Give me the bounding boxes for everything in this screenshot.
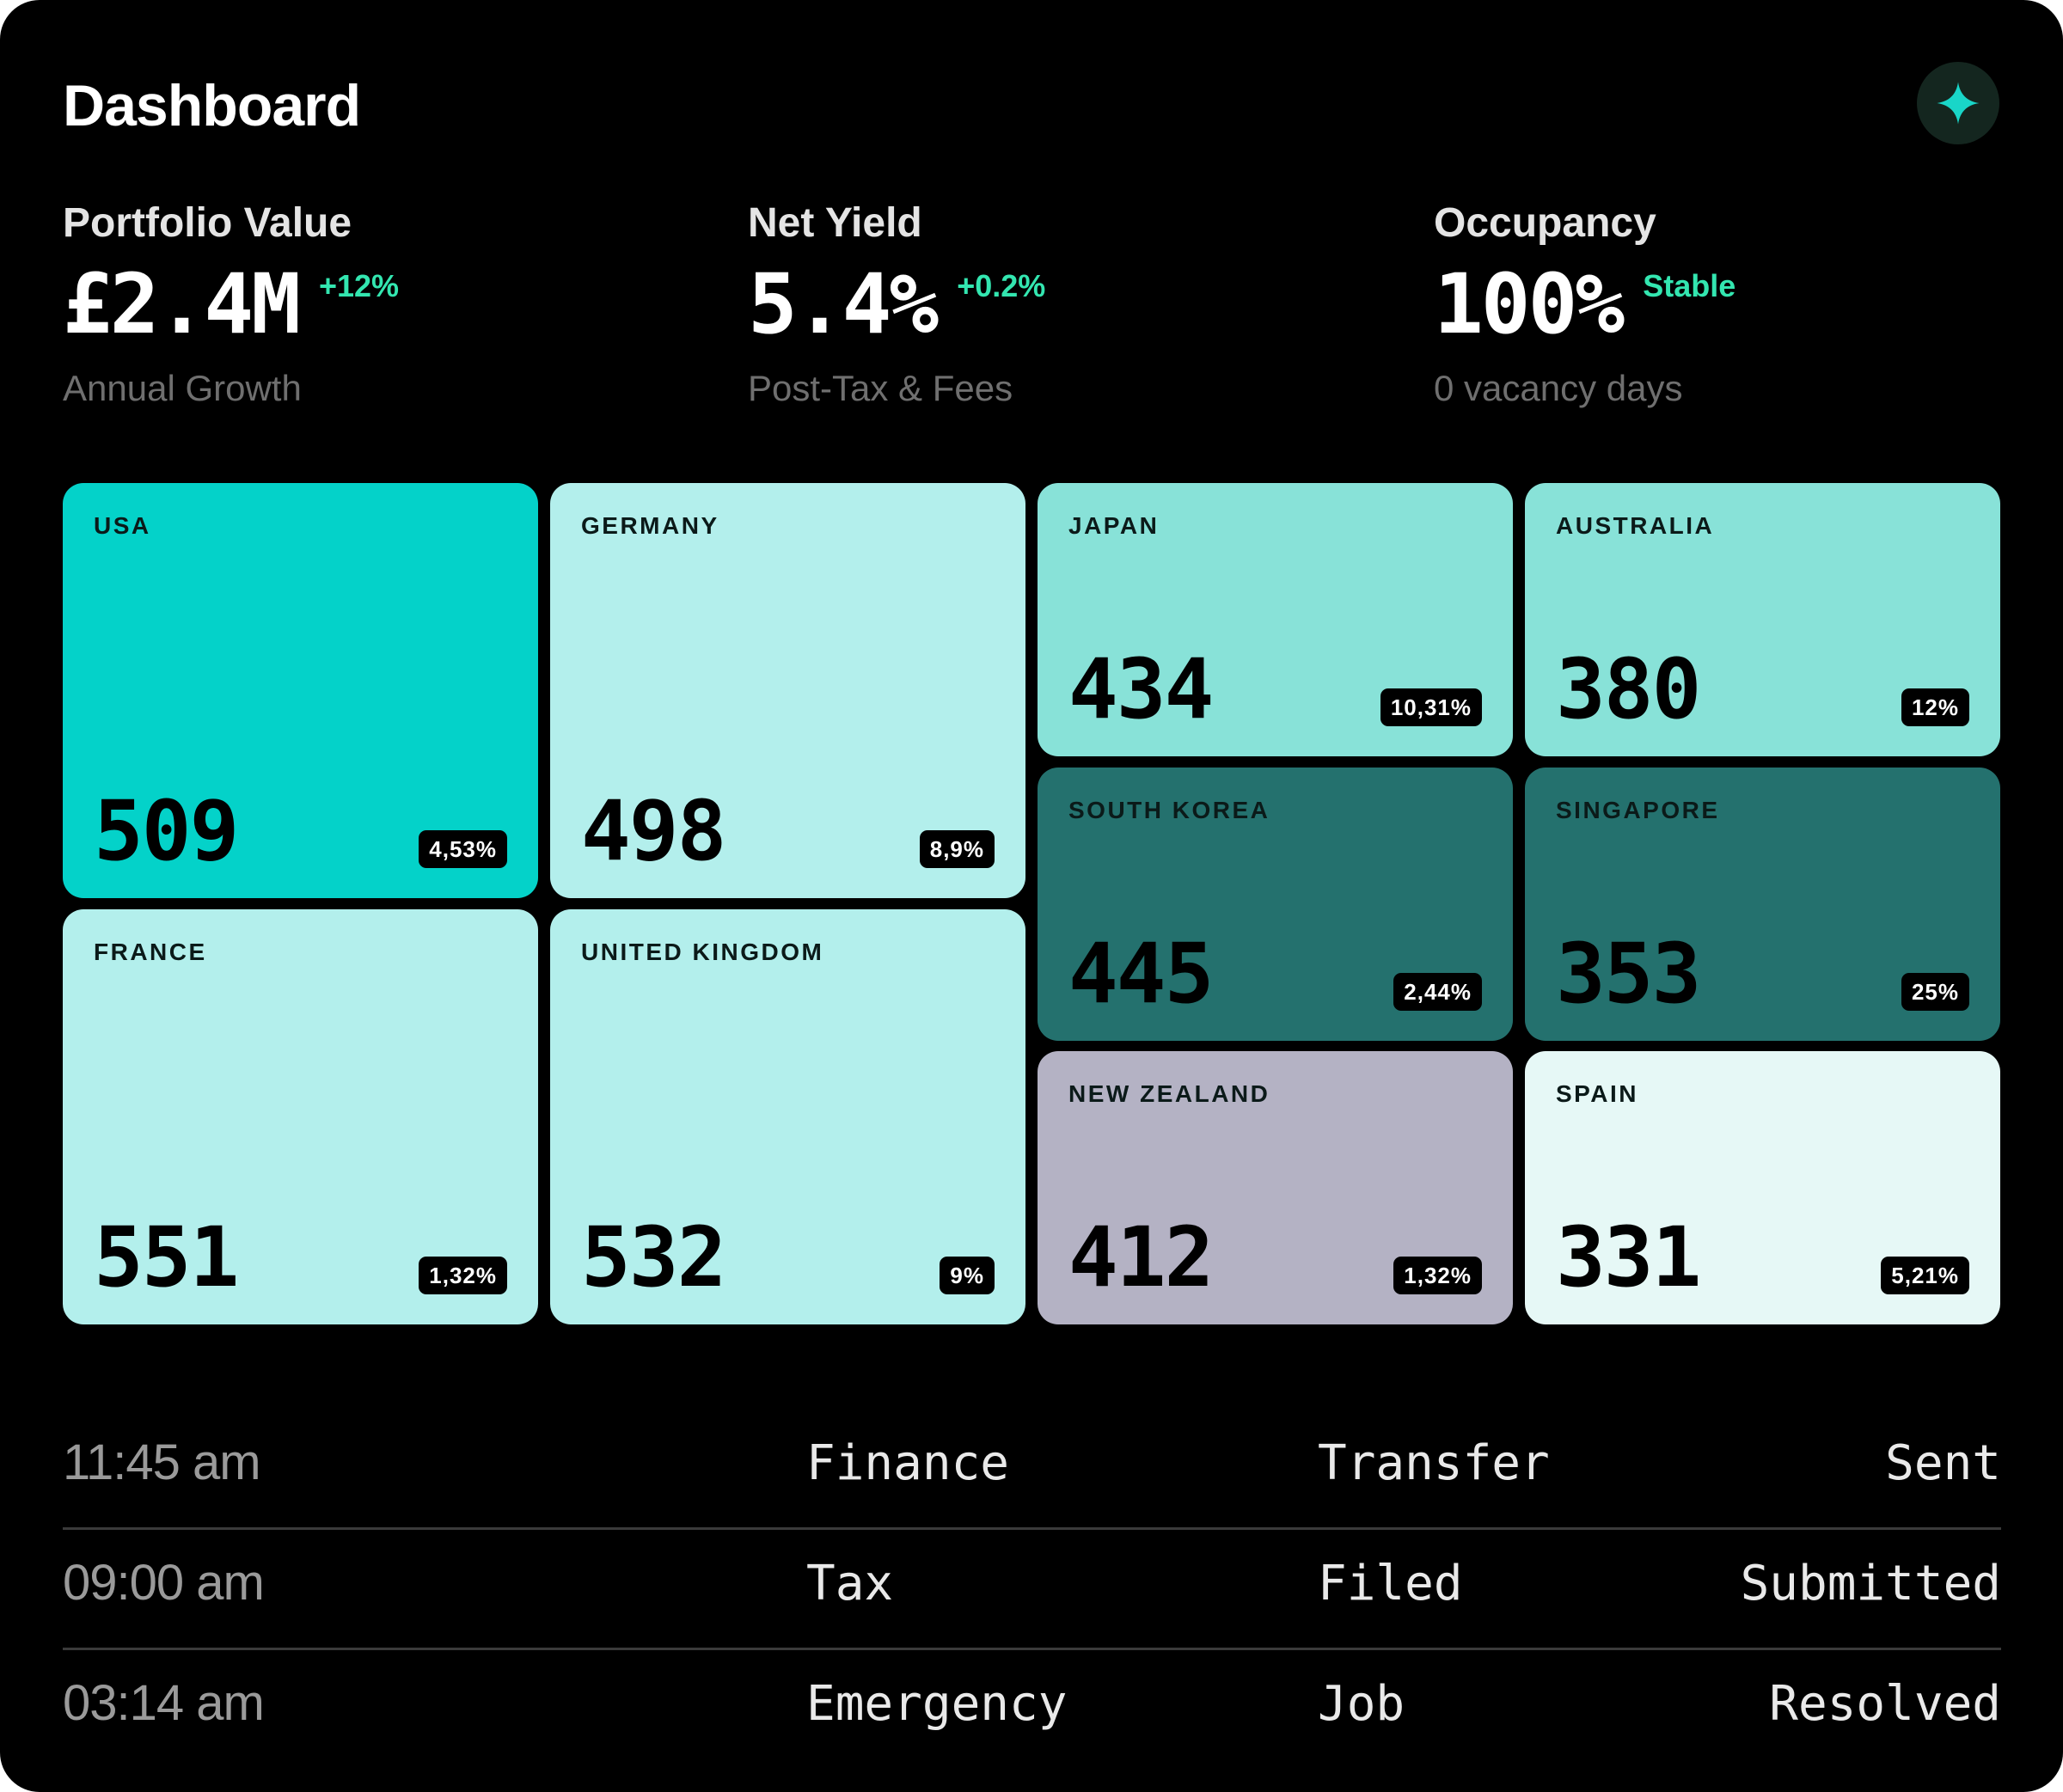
log-department: Emergency <box>806 1676 1068 1732</box>
share-badge: 2,44% <box>1393 973 1482 1011</box>
country-name: SPAIN <box>1556 1080 1638 1107</box>
share-badge: 8,9% <box>919 830 995 868</box>
log-department: Finance <box>806 1435 1010 1491</box>
log-status: Submitted <box>1740 1556 2001 1612</box>
stat-portfolio-value: Portfolio Value £2.4M +12% Annual Growth <box>63 198 664 412</box>
country-name: GERMANY <box>581 512 719 539</box>
stat-label: Occupancy <box>1434 200 1656 246</box>
stat-occupancy: Occupancy 100% Stable 0 vacancy days <box>1434 198 2035 412</box>
country-value: 445 <box>1068 926 1214 1022</box>
stat-subtitle: 0 vacancy days <box>1434 368 1683 408</box>
country-name: SOUTH KOREA <box>1068 797 1270 823</box>
log-action: Transfer <box>1318 1435 1550 1491</box>
log-time: 11:45 am <box>63 1434 261 1490</box>
stat-delta: Stable <box>1643 268 1736 303</box>
country-value: 532 <box>581 1209 726 1306</box>
country-tile-spain[interactable]: SPAIN 331 5,21% <box>1525 1051 2000 1324</box>
share-badge: 10,31% <box>1380 688 1482 726</box>
country-tile-japan[interactable]: JAPAN 434 10,31% <box>1038 483 1513 756</box>
stat-value: 100% <box>1434 256 1625 352</box>
page-title: Dashboard <box>63 73 361 138</box>
country-value: 509 <box>94 783 239 879</box>
country-value: 498 <box>581 783 726 879</box>
activity-log: 11:45 am Finance Transfer Sent 09:00 am … <box>63 1410 2001 1771</box>
country-name: SINGAPORE <box>1556 797 1720 823</box>
stat-value: £2.4M <box>63 256 301 352</box>
country-tile-new-zealand[interactable]: NEW ZEALAND 412 1,32% <box>1038 1051 1513 1324</box>
country-name: AUSTRALIA <box>1556 512 1715 539</box>
stat-label: Portfolio Value <box>63 200 352 246</box>
share-badge: 1,32% <box>419 1257 507 1294</box>
country-tile-usa[interactable]: USA 509 4,53% <box>63 483 538 898</box>
country-tile-united-kingdom[interactable]: UNITED KINGDOM 532 9% <box>550 909 1025 1324</box>
stat-net-yield: Net Yield 5.4% +0.2% Post-Tax & Fees <box>748 198 1350 412</box>
log-status: Sent <box>1885 1435 2001 1491</box>
country-name: UNITED KINGDOM <box>581 939 824 965</box>
share-badge: 1,32% <box>1393 1257 1482 1294</box>
stat-label: Net Yield <box>748 200 922 246</box>
log-status: Resolved <box>1769 1676 2001 1732</box>
share-badge: 5,21% <box>1881 1257 1969 1294</box>
sparkle-icon <box>1937 82 1980 125</box>
stat-delta: +12% <box>318 268 400 303</box>
stat-delta: +0.2% <box>957 268 1046 303</box>
log-row[interactable]: 09:00 am Tax Filed Submitted <box>63 1530 2001 1650</box>
country-tile-singapore[interactable]: SINGAPORE 353 25% <box>1525 768 2000 1041</box>
log-time: 09:00 am <box>63 1555 265 1611</box>
country-value: 434 <box>1068 641 1214 737</box>
country-tile-south-korea[interactable]: SOUTH KOREA 445 2,44% <box>1038 768 1513 1041</box>
country-value: 380 <box>1556 641 1701 737</box>
country-value: 331 <box>1556 1209 1701 1306</box>
log-department: Tax <box>806 1556 894 1612</box>
country-name: FRANCE <box>94 939 207 965</box>
country-tile-france[interactable]: FRANCE 551 1,32% <box>63 909 538 1324</box>
log-row[interactable]: 11:45 am Finance Transfer Sent <box>63 1410 2001 1530</box>
stat-subtitle: Post-Tax & Fees <box>748 368 1013 408</box>
assistant-button[interactable] <box>1917 62 1999 144</box>
stat-subtitle: Annual Growth <box>63 368 302 408</box>
log-action: Filed <box>1318 1556 1463 1612</box>
share-badge: 9% <box>940 1257 995 1294</box>
country-value: 551 <box>94 1209 239 1306</box>
country-tile-australia[interactable]: AUSTRALIA 380 12% <box>1525 483 2000 756</box>
share-badge: 4,53% <box>419 830 507 868</box>
share-badge: 12% <box>1901 688 1969 726</box>
country-name: USA <box>94 512 151 539</box>
stat-value: 5.4% <box>748 256 939 352</box>
log-row[interactable]: 03:14 am Emergency Job Resolved <box>63 1650 2001 1771</box>
country-value: 353 <box>1556 926 1701 1022</box>
country-name: JAPAN <box>1068 512 1160 539</box>
country-value: 412 <box>1068 1209 1214 1306</box>
country-tile-germany[interactable]: GERMANY 498 8,9% <box>550 483 1025 898</box>
share-badge: 25% <box>1901 973 1969 1011</box>
country-name: NEW ZEALAND <box>1068 1080 1270 1107</box>
log-action: Job <box>1318 1676 1405 1732</box>
log-time: 03:14 am <box>63 1675 265 1731</box>
